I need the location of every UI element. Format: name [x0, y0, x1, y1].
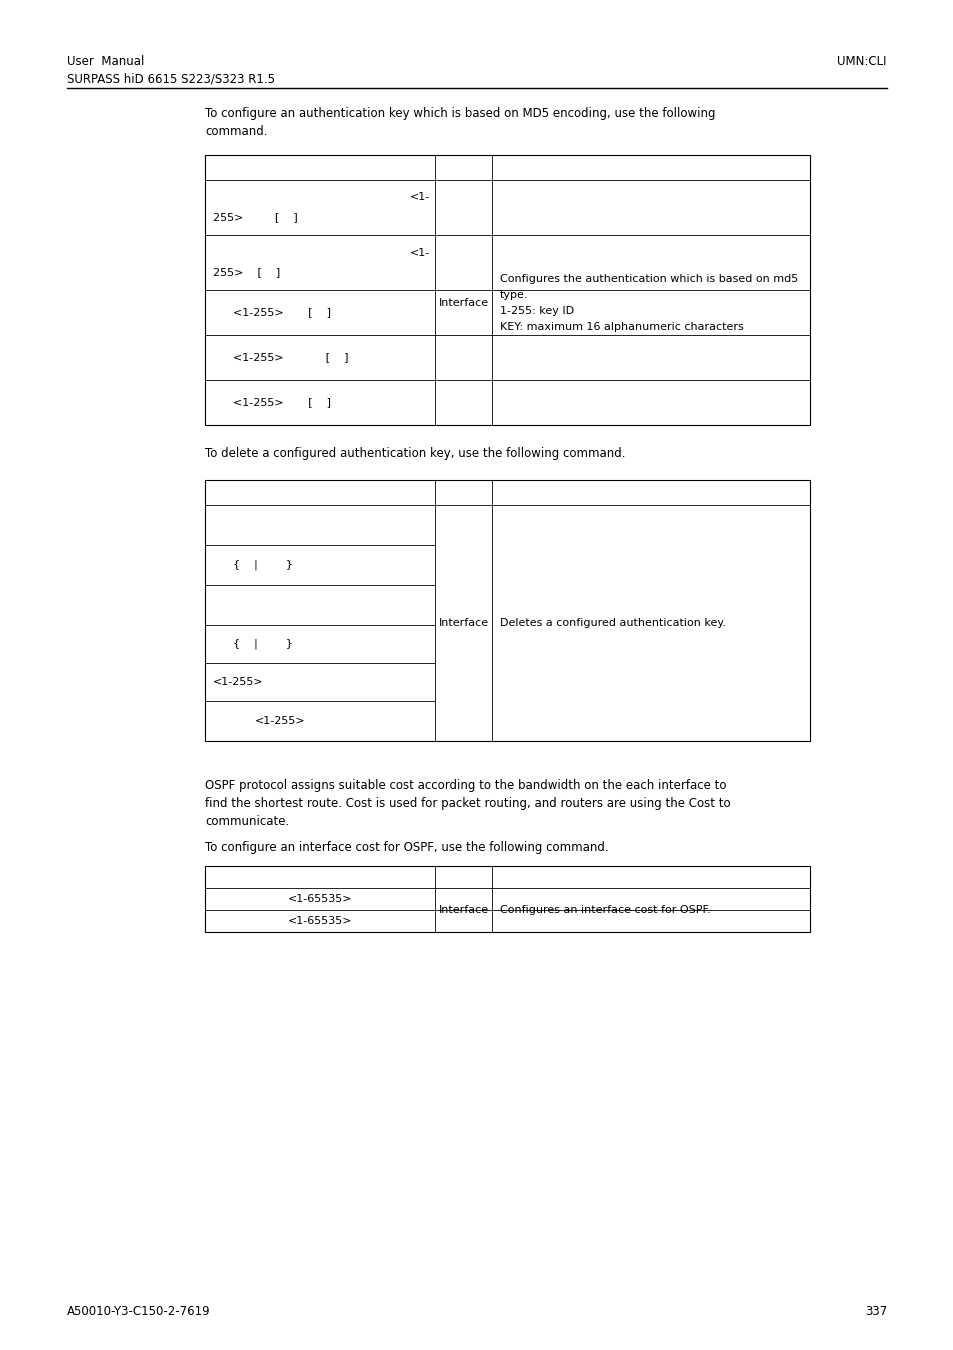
Text: Configures the authentication which is based on md5: Configures the authentication which is b…: [499, 274, 798, 284]
Text: A50010-Y3-C150-2-7619: A50010-Y3-C150-2-7619: [67, 1305, 211, 1318]
Text: <1-255>            [    ]: <1-255> [ ]: [233, 352, 348, 363]
Text: <1-255>: <1-255>: [254, 716, 305, 726]
Text: User  Manual
SURPASS hiD 6615 S223/S323 R1.5: User Manual SURPASS hiD 6615 S223/S323 R…: [67, 55, 274, 86]
Text: OSPF protocol assigns suitable cost according to the bandwidth on the each inter: OSPF protocol assigns suitable cost acco…: [205, 779, 730, 828]
Text: Deletes a configured authentication key.: Deletes a configured authentication key.: [499, 618, 725, 628]
Text: {    |        }: { | }: [233, 639, 293, 649]
Text: Interface: Interface: [438, 618, 488, 628]
Text: <1-255>       [    ]: <1-255> [ ]: [233, 397, 331, 408]
Text: 1-255: key ID: 1-255: key ID: [499, 305, 574, 316]
Text: 255>         [    ]: 255> [ ]: [213, 212, 297, 223]
Text: To configure an authentication key which is based on MD5 encoding, use the follo: To configure an authentication key which…: [205, 107, 715, 138]
Bar: [205, 481, 809, 741]
Text: Interface: Interface: [438, 904, 488, 915]
Text: <1-65535>: <1-65535>: [288, 917, 352, 926]
Text: <1-: <1-: [410, 247, 430, 258]
Bar: [205, 155, 809, 425]
Text: <1-255>       [    ]: <1-255> [ ]: [233, 308, 331, 317]
Text: type.: type.: [499, 289, 528, 300]
Text: Interface: Interface: [438, 297, 488, 308]
Text: KEY: maximum 16 alphanumeric characters: KEY: maximum 16 alphanumeric characters: [499, 321, 743, 332]
Text: 255>    [    ]: 255> [ ]: [213, 267, 280, 278]
Text: UMN:CLI: UMN:CLI: [837, 55, 886, 68]
Text: Configures an interface cost for OSPF.: Configures an interface cost for OSPF.: [499, 904, 710, 915]
Bar: [205, 865, 809, 931]
Text: {    |        }: { | }: [233, 560, 293, 570]
Text: <1-: <1-: [410, 193, 430, 202]
Text: To delete a configured authentication key, use the following command.: To delete a configured authentication ke…: [205, 447, 625, 460]
Text: <1-65535>: <1-65535>: [288, 894, 352, 904]
Text: To configure an interface cost for OSPF, use the following command.: To configure an interface cost for OSPF,…: [205, 841, 608, 855]
Text: <1-255>: <1-255>: [213, 676, 263, 687]
Text: 337: 337: [863, 1305, 886, 1318]
